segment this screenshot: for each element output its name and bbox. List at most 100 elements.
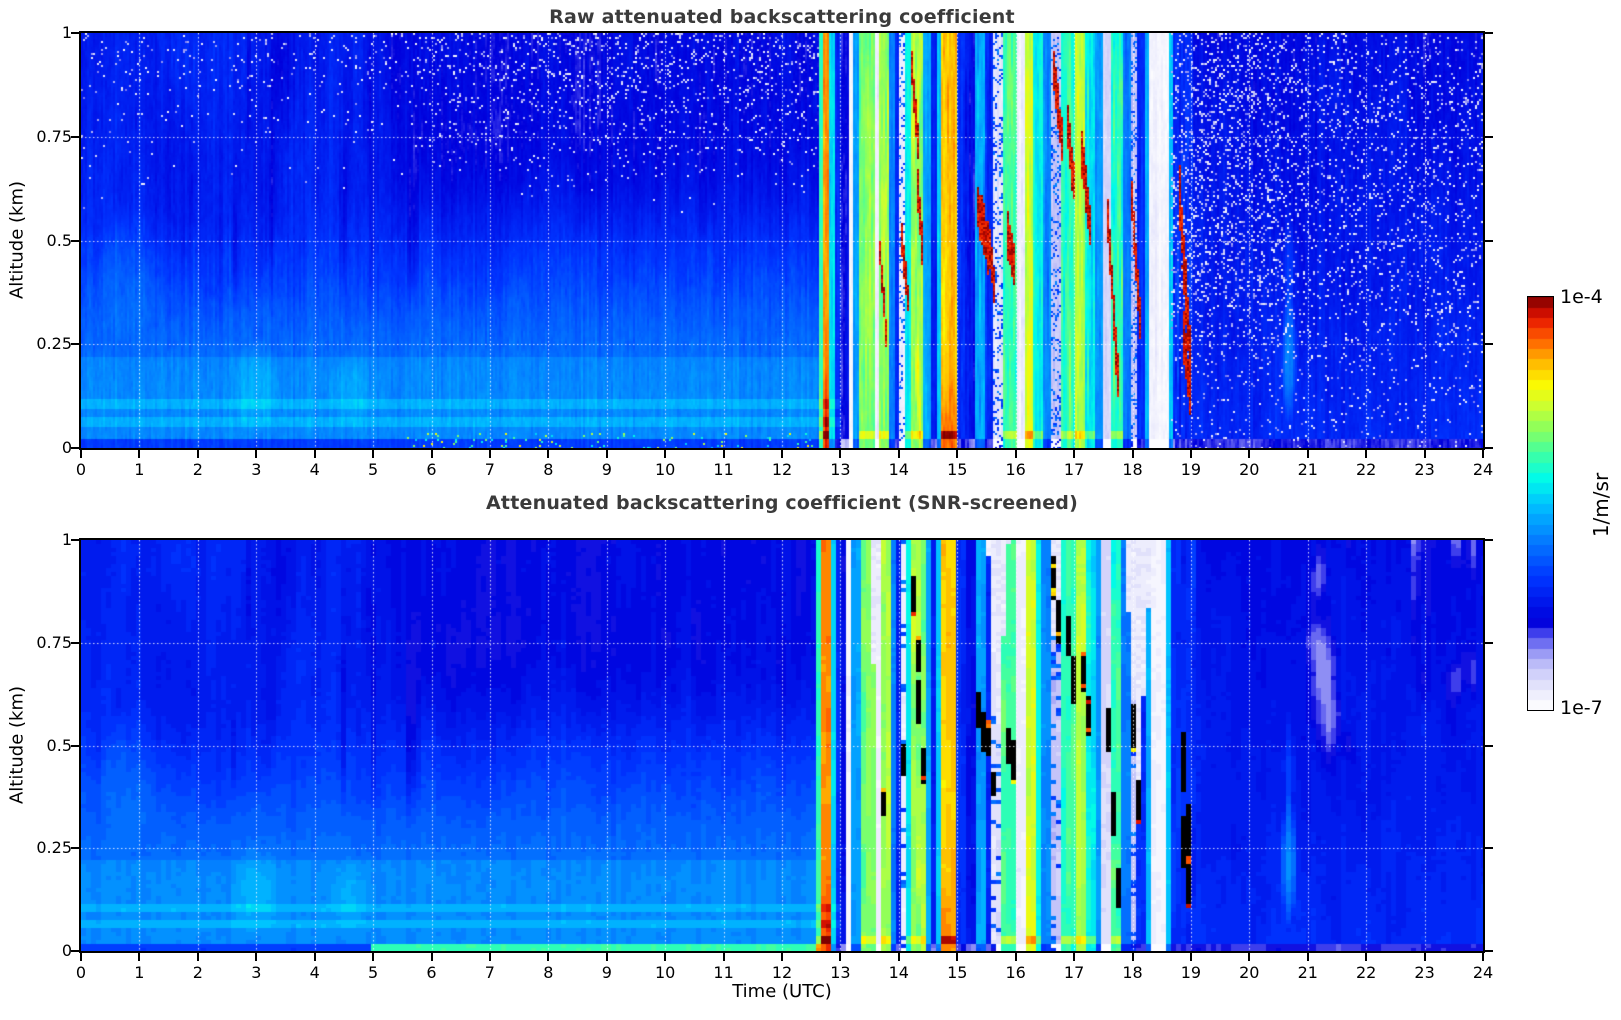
- x-tick-label-raw: 23: [1414, 460, 1435, 479]
- x-tick-label-screened: 13: [830, 963, 851, 982]
- x-tick-label-raw: 7: [484, 460, 495, 479]
- x-tick-label-raw: 21: [1297, 460, 1318, 479]
- x-tick-screened: [839, 953, 842, 961]
- x-tick-screened: [80, 953, 82, 961]
- x-tick-raw: [80, 450, 82, 458]
- x-tick-label-screened: 0: [75, 963, 87, 982]
- x-tick-raw: [255, 450, 258, 458]
- x-tick-screened: [547, 953, 550, 961]
- x-tick-label-raw: 15: [947, 460, 968, 479]
- x-tick-raw: [781, 450, 783, 458]
- panel-title-raw: Raw attenuated backscattering coefficien…: [549, 6, 1015, 28]
- x-tick-screened: [1073, 953, 1076, 961]
- x-tick-label-raw: 3: [251, 460, 262, 479]
- x-tick-screened: [1248, 953, 1251, 961]
- x-tick-label-screened: 12: [771, 963, 793, 982]
- x-tick-raw: [488, 450, 491, 458]
- x-tick-label-screened: 3: [251, 963, 262, 982]
- colorbar-canvas: [1528, 297, 1553, 710]
- x-tick-label-raw: 5: [368, 460, 379, 479]
- x-tick-screened: [1365, 953, 1368, 961]
- x-tick-screened: [138, 953, 141, 961]
- x-tick-label-raw: 13: [830, 460, 851, 479]
- x-tick-screened: [956, 953, 959, 961]
- x-tick-raw: [1423, 450, 1426, 458]
- x-tick-label-raw: 22: [1356, 460, 1377, 479]
- y-tick-label-screened: 0.25: [36, 838, 72, 858]
- x-tick-label-raw: 12: [771, 460, 793, 479]
- x-tick-screened: [1131, 953, 1134, 961]
- heatmap-canvas-raw: [81, 33, 1483, 448]
- y-tick-left-raw: [71, 343, 79, 346]
- x-tick-raw: [1306, 450, 1309, 458]
- x-tick-label-raw: 8: [543, 460, 554, 479]
- x-tick-raw: [1131, 450, 1134, 458]
- x-tick-label-screened: 24: [1472, 963, 1494, 982]
- x-tick-raw: [956, 450, 959, 458]
- x-tick-screened: [196, 953, 199, 961]
- y-tick-label-screened: 0: [61, 941, 72, 960]
- heatmap-canvas-screened: [81, 540, 1483, 951]
- x-tick-label-raw: 9: [601, 460, 612, 479]
- x-tick-label-raw: 1: [134, 460, 145, 479]
- x-tick-label-screened: 8: [543, 963, 554, 982]
- y-tick-left-screened: [71, 539, 79, 541]
- x-tick-label-screened: 15: [947, 963, 968, 982]
- x-tick-label-screened: 17: [1063, 963, 1085, 982]
- x-tick-label-screened: 10: [655, 963, 676, 982]
- x-tick-label-screened: 2: [192, 963, 203, 982]
- x-tick-label-screened: 6: [426, 963, 437, 982]
- x-tick-raw: [839, 450, 842, 458]
- y-tick-label-screened: 1: [61, 530, 72, 549]
- y-tick-left-screened: [71, 847, 79, 850]
- x-tick-screened: [897, 953, 900, 961]
- x-tick-raw: [1014, 450, 1017, 458]
- x-tick-label-screened: 19: [1180, 963, 1202, 982]
- y-tick-left-screened: [71, 950, 79, 952]
- x-tick-label-raw: 14: [888, 460, 909, 479]
- x-tick-screened: [430, 953, 433, 961]
- y-tick-label-raw: 1: [61, 23, 72, 42]
- x-tick-label-screened: 5: [368, 963, 379, 982]
- y-tick-left-raw: [71, 32, 79, 34]
- x-tick-screened: [1482, 953, 1484, 961]
- x-tick-raw: [313, 450, 316, 458]
- x-tick-screened: [722, 953, 725, 961]
- y-tick-label-raw: 0: [61, 438, 72, 457]
- x-tick-label-raw: 20: [1239, 460, 1260, 479]
- y-tick-left-screened: [71, 641, 79, 644]
- x-tick-raw: [1189, 450, 1192, 458]
- x-axis-label: Time (UTC): [732, 981, 832, 1002]
- y-tick-label-raw: 0.25: [36, 334, 72, 354]
- x-tick-raw: [138, 450, 141, 458]
- x-tick-screened: [255, 953, 258, 961]
- y-tick-left-raw: [71, 135, 79, 138]
- x-tick-label-screened: 14: [888, 963, 909, 982]
- x-tick-raw: [722, 450, 725, 458]
- x-tick-label-screened: 7: [484, 963, 495, 982]
- x-tick-raw: [1248, 450, 1251, 458]
- colorbar-max-label: 1e-4: [1560, 286, 1603, 308]
- x-tick-label-screened: 4: [309, 963, 320, 982]
- x-tick-label-raw: 10: [655, 460, 676, 479]
- x-tick-screened: [781, 953, 783, 961]
- heatmap-panel-raw: [79, 31, 1485, 450]
- x-tick-label-raw: 11: [713, 460, 734, 479]
- x-tick-screened: [372, 953, 375, 961]
- x-tick-raw: [605, 450, 608, 458]
- x-tick-raw: [547, 450, 550, 458]
- y-tick-right-screened: [1485, 744, 1493, 747]
- x-tick-label-raw: 24: [1472, 460, 1494, 479]
- panel-title-screened: Attenuated backscattering coefficient (S…: [486, 492, 1078, 514]
- y-tick-right-screened: [1485, 847, 1493, 850]
- y-tick-right-raw: [1485, 32, 1493, 34]
- x-tick-label-screened: 20: [1239, 963, 1260, 982]
- x-tick-screened: [1014, 953, 1017, 961]
- x-tick-label-screened: 16: [1005, 963, 1026, 982]
- y-tick-right-raw: [1485, 135, 1493, 138]
- x-tick-raw: [664, 450, 667, 458]
- x-tick-raw: [430, 450, 433, 458]
- x-tick-raw: [897, 450, 900, 458]
- x-tick-screened: [1423, 953, 1426, 961]
- y-tick-label-raw: 0.75: [36, 126, 72, 146]
